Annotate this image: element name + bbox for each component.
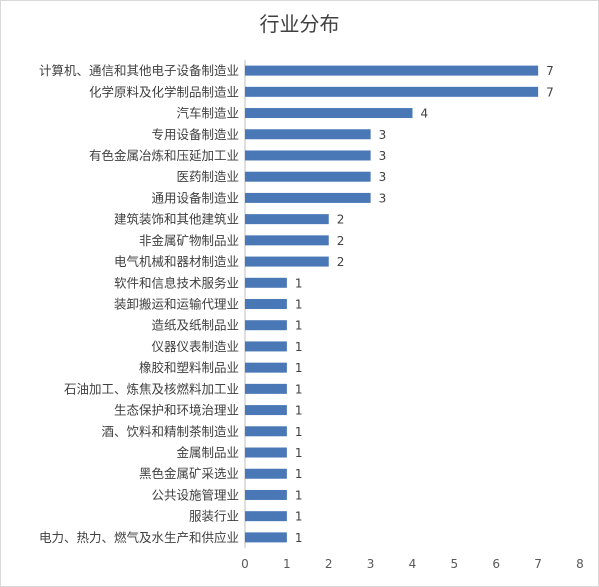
category-label: 造纸及纸制品业: [151, 318, 239, 333]
data-label: 3: [379, 128, 387, 142]
data-label: 4: [421, 107, 429, 121]
category-label: 电气机械和器材制造业: [114, 254, 239, 269]
category-label: 非金属矿物制品业: [139, 233, 239, 248]
data-label: 1: [295, 276, 303, 290]
bar: [245, 214, 329, 225]
bar: [245, 511, 287, 522]
category-label: 装卸搬运和运输代理业: [114, 297, 239, 312]
bar: [245, 108, 413, 119]
x-tick-label: 6: [492, 557, 500, 571]
category-label: 建筑装饰和其他建筑业: [114, 212, 239, 227]
category-label: 通用设备制造业: [151, 190, 239, 205]
data-label: 3: [379, 191, 387, 205]
data-label: 7: [546, 64, 554, 78]
data-label: 1: [295, 467, 303, 481]
category-label: 医药制造业: [176, 169, 239, 184]
data-label: 1: [295, 319, 303, 333]
data-label: 1: [295, 510, 303, 524]
data-label: 1: [295, 361, 303, 375]
x-tick-label: 4: [409, 557, 417, 571]
category-label: 仪器仪表制造业: [151, 339, 239, 354]
category-label: 服装行业: [189, 509, 239, 524]
bar: [245, 532, 287, 543]
chart-title: 行业分布: [259, 12, 340, 36]
data-label: 1: [295, 425, 303, 439]
category-label: 石油加工、炼焦及核燃料加工业: [64, 381, 239, 396]
bar: [245, 383, 287, 394]
bar: [245, 86, 539, 97]
bar: [245, 320, 287, 331]
bar: [245, 192, 371, 203]
data-label: 2: [337, 213, 345, 227]
x-tick-label: 5: [451, 557, 459, 571]
category-label: 公共设施管理业: [151, 487, 239, 502]
bar: [245, 150, 371, 161]
data-label: 1: [295, 404, 303, 418]
bar: [245, 489, 287, 500]
bar: [245, 405, 287, 416]
category-label: 汽车制造业: [176, 106, 239, 121]
data-label: 1: [295, 298, 303, 312]
bar: [245, 65, 539, 76]
data-label: 1: [295, 340, 303, 354]
data-label: 2: [337, 234, 345, 248]
x-tick-label: 8: [576, 557, 584, 571]
data-label: 7: [546, 85, 554, 99]
bar: [245, 256, 329, 267]
x-tick-label: 3: [367, 557, 375, 571]
bar: [245, 235, 329, 246]
data-label: 3: [379, 170, 387, 184]
data-label: 1: [295, 488, 303, 502]
bar: [245, 277, 287, 288]
category-label: 专用设备制造业: [151, 127, 239, 142]
data-label: 1: [295, 531, 303, 545]
bar: [245, 447, 287, 458]
data-label: 1: [295, 446, 303, 460]
bar: [245, 299, 287, 309]
x-tick-label: 2: [325, 557, 333, 571]
bar: [245, 341, 287, 352]
bar: [245, 362, 287, 373]
category-label: 化学原料及化学制品制造业: [89, 84, 239, 99]
category-label: 金属制品业: [176, 445, 239, 460]
x-tick-label: 0: [241, 557, 249, 571]
data-label: 1: [295, 382, 303, 396]
category-label: 黑色金属矿采选业: [139, 466, 239, 481]
data-label: 3: [379, 149, 387, 163]
category-label: 有色金属冶炼和压延加工业: [89, 148, 239, 163]
category-label: 软件和信息技术服务业: [114, 275, 239, 290]
category-label: 橡胶和塑料制品业: [139, 360, 239, 375]
x-tick-label: 1: [283, 557, 291, 571]
data-label: 2: [337, 255, 345, 269]
category-label: 计算机、通信和其他电子设备制造业: [39, 63, 239, 78]
category-label: 酒、饮料和精制茶制造业: [101, 424, 239, 439]
x-tick-label: 7: [534, 557, 542, 571]
category-label: 电力、热力、燃气及水生产和供应业: [39, 530, 239, 545]
bar: [245, 129, 371, 140]
category-label: 生态保护和环境治理业: [114, 403, 239, 418]
bar: [245, 171, 371, 182]
bar: [245, 426, 287, 437]
bar: [245, 468, 287, 479]
